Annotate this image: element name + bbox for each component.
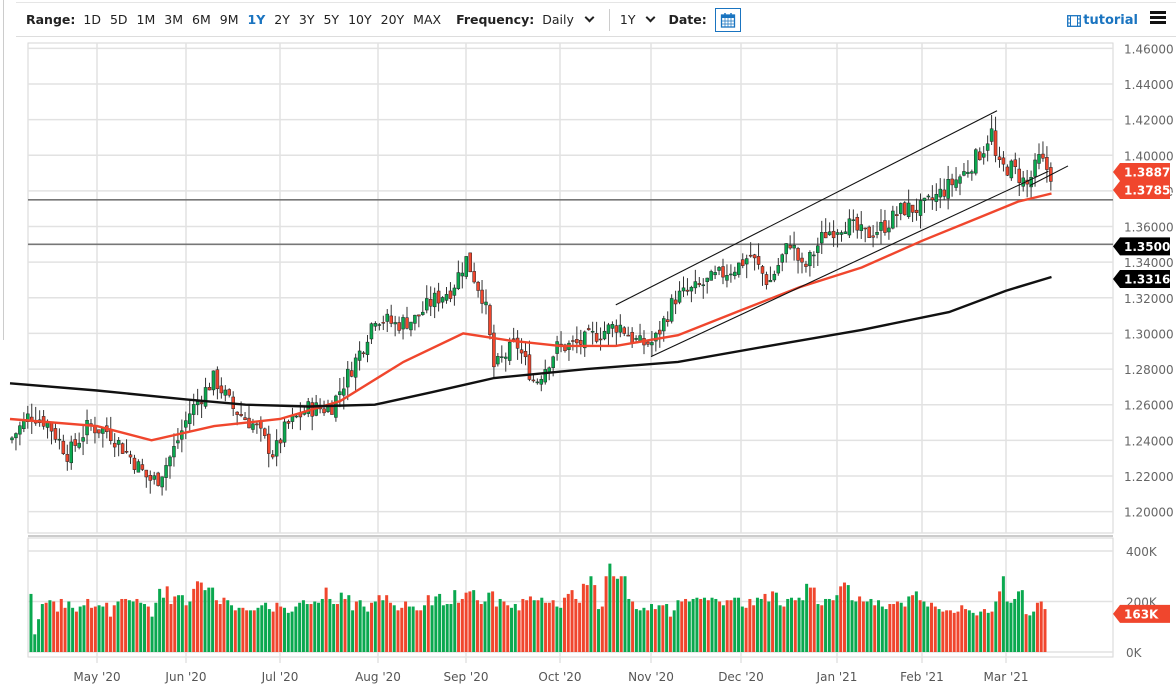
price-tick-label: 1.36000 [1124,221,1174,235]
price-tick-label: 1.44000 [1124,78,1174,92]
date-tick-label: Nov '20 [628,670,674,684]
range-buttons: 1D 5D 1M 3M 6M 9M 1Y 2Y 3Y 5Y 10Y 20Y MAX [83,12,450,27]
ma-200-line[interactable] [9,275,1052,408]
frequency-value: Daily [542,12,574,27]
trend-channel-lower[interactable] [650,170,1049,358]
period-value: 1Y [619,12,636,27]
hamburger-menu-icon[interactable] [1150,11,1166,26]
volume-tick-label: 400K [1126,545,1158,559]
price-tick-label: 1.28000 [1124,363,1174,377]
svg-text:163K: 163K [1124,607,1159,621]
svg-text:1.37853: 1.37853 [1124,184,1176,198]
level-price-tag: 1.35000 [1113,237,1176,256]
date-tick-label: Feb '21 [900,670,944,684]
price-tick-label: 1.42000 [1124,114,1174,128]
chart-toolbar: Range: 1D 5D 1M 3M 6M 9M 1Y 2Y 3Y 5Y 10Y 20Y MAX Fre… [16,2,1176,37]
price-tick-label: 1.46000 [1124,42,1174,56]
tutorial-link[interactable]: tutorial [1067,13,1138,28]
date-tick-label: Jun '20 [164,670,206,684]
last-volume-tag: 163K [1113,604,1170,623]
range-20y[interactable]: 20Y [380,12,405,27]
volume-bars [29,563,1047,652]
date-tick-label: Dec '20 [718,670,764,684]
range-1y[interactable]: 1Y [247,12,266,27]
range-label: Range: [26,12,76,27]
price-tick-label: 1.34000 [1124,256,1174,270]
frequency-label: Frequency: [456,12,535,27]
period-select[interactable]: 1Y [620,12,665,27]
range-9m[interactable]: 9M [219,12,239,27]
date-tick-label: Jul '20 [261,670,299,684]
date-tick-label: May '20 [73,670,120,684]
toolbar-divider [608,8,610,31]
price-tick-label: 1.24000 [1124,434,1174,448]
range-2y[interactable]: 2Y [274,12,290,27]
range-3y[interactable]: 3Y [298,12,315,27]
date-tick-label: Mar '21 [983,670,1028,684]
film-icon [1067,14,1082,27]
svg-text:1.33167: 1.33167 [1124,273,1176,287]
tutorial-label: tutorial [1083,13,1138,28]
svg-text:1.38874: 1.38874 [1124,166,1176,180]
range-1d[interactable]: 1D [83,12,101,27]
date-tick-label: Jan '21 [816,670,858,684]
calendar-icon [720,12,735,28]
ma-50-price-tag: 1.37853 [1113,181,1176,199]
ma-50-line[interactable] [9,192,1052,442]
left-panel-edge [0,0,4,340]
range-3m[interactable]: 3M [164,12,184,27]
frequency-select[interactable]: Daily [542,12,603,27]
ma-200-price-tag: 1.33167 [1113,270,1176,289]
date-tick-label: Sep '20 [444,670,489,684]
trend-channel-upper[interactable] [615,110,998,306]
price-tick-label: 1.40000 [1124,149,1174,163]
price-pane [27,42,1114,534]
range-max[interactable]: MAX [413,12,442,27]
date-picker-button[interactable] [714,7,741,32]
range-5y[interactable]: 5Y [323,12,340,27]
volume-tick-label: 0K [1126,646,1143,660]
svg-text:1.35000: 1.35000 [1124,240,1176,254]
date-label: Date: [668,12,707,27]
range-1m[interactable]: 1M [136,12,156,27]
range-10y[interactable]: 10Y [348,12,372,27]
price-tick-label: 1.26000 [1124,399,1174,413]
date-tick-label: Aug '20 [355,670,401,684]
date-tick-label: Oct '20 [538,670,581,684]
range-6m[interactable]: 6M [192,12,211,27]
price-tick-label: 1.32000 [1124,292,1174,306]
range-5d[interactable]: 5D [109,12,128,27]
price-tick-label: 1.20000 [1124,506,1174,520]
price-tick-label: 1.22000 [1124,470,1174,484]
price-tick-label: 1.30000 [1124,327,1174,341]
last-price-tag: 1.38874 [1113,163,1176,181]
